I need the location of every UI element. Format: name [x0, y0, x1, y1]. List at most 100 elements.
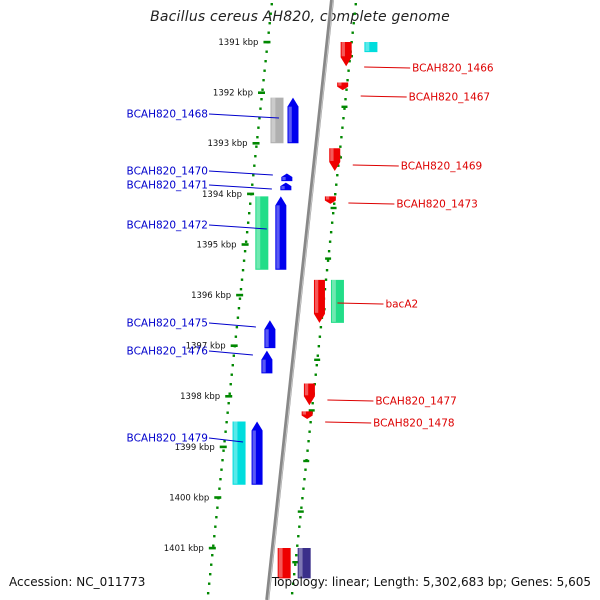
gene-layer	[232, 42, 378, 579]
right-boundary-dot	[290, 592, 294, 595]
right-boundary-dot	[294, 563, 297, 566]
gene-leader-line	[208, 322, 256, 328]
kbp-tick-mark-right	[341, 105, 348, 108]
left-boundary-dot	[211, 554, 214, 557]
feature-block-purple	[297, 548, 311, 579]
right-boundary-dot	[323, 288, 327, 291]
right-boundary-dot	[315, 364, 318, 367]
right-boundary-dot	[345, 88, 348, 91]
left-boundary-dot	[231, 364, 234, 367]
feature-block-cyan	[232, 421, 246, 485]
right-boundary-dot	[303, 478, 306, 481]
right-boundary-dot	[302, 487, 305, 490]
gene-label-plus: BCAH820_1466	[412, 63, 494, 75]
gene-leader-line	[208, 350, 253, 356]
right-boundary-dot	[344, 98, 347, 101]
left-boundary-dot	[268, 22, 271, 25]
kbp-tick-label: 1395 kbp	[197, 240, 237, 250]
track-layer	[206, 0, 357, 600]
left-boundary-dot	[245, 231, 249, 234]
left-boundary-dot	[270, 3, 273, 6]
right-boundary-dot	[328, 240, 332, 243]
left-boundary-dot	[219, 478, 222, 481]
left-boundary-dot	[263, 69, 266, 72]
left-boundary-dot	[252, 174, 255, 177]
left-boundary-dot	[230, 373, 233, 376]
right-boundary-dot	[343, 107, 346, 110]
kbp-tick-mark	[257, 91, 265, 94]
left-boundary-dot	[269, 12, 272, 15]
gene-label-minus: BCAH820_1475	[127, 318, 208, 330]
gene-arrow-BCAH820_1475	[264, 320, 276, 349]
left-boundary-dot	[243, 250, 247, 253]
left-boundary-dot	[264, 60, 267, 63]
kbp-tick-mark	[263, 40, 271, 44]
gene-arrow-BCAH820_1467	[337, 82, 349, 91]
right-boundary-dot	[324, 278, 328, 281]
right-boundary-dot	[295, 554, 298, 557]
left-boundary-dot	[209, 573, 212, 576]
gene-leader-line	[348, 202, 395, 205]
left-boundary-dot	[216, 506, 219, 509]
gene-label-plus: BCAH820_1467	[409, 92, 490, 104]
gene-leader-line	[208, 224, 267, 230]
kbp-tick-label: 1401 kbp	[164, 544, 204, 554]
right-boundary-dot	[352, 22, 355, 25]
left-boundary-dot	[220, 468, 223, 471]
right-boundary-dot	[300, 506, 303, 509]
gene-label-plus: BCAH820_1469	[401, 161, 482, 173]
genome-title: Bacillus cereus AH820, complete genome	[150, 9, 450, 25]
right-boundary-dot	[327, 250, 331, 253]
kbp-tick-label: 1396 kbp	[191, 291, 231, 301]
gene-arrow-BCAH820_1468	[287, 97, 299, 144]
left-boundary-dot	[236, 316, 240, 319]
kbp-tick-mark	[252, 142, 260, 145]
feature-block-cyan	[364, 42, 378, 53]
left-boundary-dot	[255, 145, 258, 148]
genome-axis-highlight	[267, 0, 334, 600]
right-boundary-dot	[309, 421, 312, 424]
gene-arrow-BCAH820_1470	[281, 173, 293, 182]
right-boundary-dot	[335, 183, 338, 186]
feature-block-green	[255, 196, 269, 270]
left-boundary-dot	[206, 592, 210, 595]
left-boundary-dot	[242, 259, 246, 262]
left-boundary-dot	[207, 582, 211, 585]
gene-label-minus: BCAH820_1476	[127, 346, 209, 358]
gene-leader-line	[208, 184, 272, 190]
left-boundary-dot	[259, 107, 262, 110]
left-boundary-dot	[257, 126, 260, 129]
left-boundary-dot	[215, 516, 218, 519]
gene-label-minus: BCAH820_1471	[127, 180, 208, 192]
right-boundary-dot	[330, 221, 334, 224]
kbp-tick-mark	[241, 243, 249, 246]
accession-text: Accession: NC_011773	[9, 575, 146, 589]
kbp-tick-label: 1399 kbp	[175, 443, 215, 453]
kbp-tick-mark-right	[292, 561, 299, 564]
label-layer: BCAH820_1468 BCAH820_1470 BCAH820_1471 BCAH…	[127, 63, 494, 445]
left-boundary-dot	[234, 335, 238, 338]
topology-text: Topology: linear; Length: 5,302,683 bp; …	[271, 575, 591, 589]
right-boundary-dot	[297, 535, 300, 538]
right-boundary-dot	[329, 231, 333, 234]
left-boundary-dot	[239, 288, 243, 291]
feature-block-green	[330, 279, 344, 323]
right-boundary-dot	[304, 468, 307, 471]
right-boundary-dot	[339, 145, 342, 148]
right-boundary-dot	[350, 41, 353, 44]
right-boundary-dot	[311, 402, 314, 405]
right-boundary-dot	[301, 497, 304, 500]
kbp-tick-mark-right	[325, 257, 332, 260]
left-boundary-dot	[223, 440, 226, 443]
right-boundary-dot	[354, 3, 357, 6]
right-boundary-dot	[333, 202, 336, 205]
right-boundary-dot	[296, 544, 299, 547]
kbp-tick-mark-right	[303, 459, 310, 463]
right-boundary-dot	[293, 573, 296, 576]
right-boundary-dot	[337, 164, 340, 167]
left-boundary-dot	[261, 88, 264, 91]
kbp-tick-mark-right	[330, 206, 337, 210]
left-boundary-dot	[238, 297, 242, 300]
kbp-tick-mark	[208, 546, 216, 550]
gene-arrow-BCAH820_1478	[301, 411, 313, 419]
